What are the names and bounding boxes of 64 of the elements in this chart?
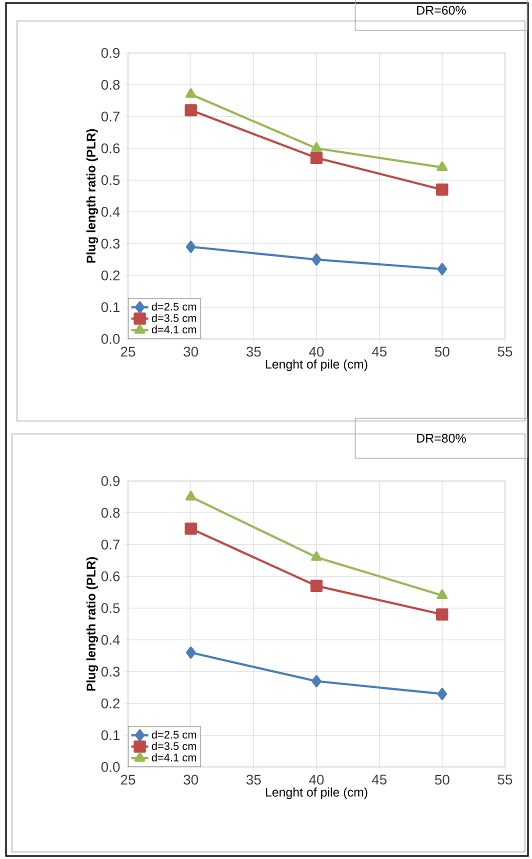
y-tick-label: 0.0 bbox=[101, 762, 120, 772]
chart-title: DR=80% bbox=[417, 434, 466, 443]
y-tick-label: 0.9 bbox=[101, 476, 120, 486]
y-tick-label: 0.8 bbox=[101, 508, 120, 518]
y-tick-label: 0.1 bbox=[101, 302, 120, 312]
point bbox=[184, 522, 197, 535]
y-tick-label: 0.2 bbox=[101, 698, 120, 708]
y-tick-label: 0.6 bbox=[101, 143, 120, 154]
x-tick-label: 30 bbox=[184, 774, 198, 785]
point bbox=[437, 688, 448, 700]
y-tick-label: 0.5 bbox=[101, 603, 120, 614]
x-tick-label: 45 bbox=[372, 346, 386, 356]
x-tick-label: 35 bbox=[246, 346, 261, 357]
x-tick-label: 35 bbox=[246, 774, 261, 785]
y-tick-label: 0.6 bbox=[101, 571, 120, 582]
point bbox=[185, 490, 196, 500]
x-tick-label: 25 bbox=[120, 346, 136, 357]
point bbox=[184, 104, 197, 116]
y-tick-label: 0.8 bbox=[101, 80, 120, 90]
point bbox=[310, 152, 323, 164]
x-tick-label: 40 bbox=[309, 774, 324, 785]
x-axis-title: Lenght of pile (cm) bbox=[266, 787, 368, 800]
x-tick-label: 55 bbox=[498, 346, 512, 356]
point bbox=[436, 608, 448, 621]
x-tick-label: 45 bbox=[372, 774, 386, 784]
y-tick-label: 0.0 bbox=[101, 334, 120, 344]
y-axis-title: Plug length ratio (PLR) bbox=[86, 557, 98, 691]
y-tick-label: 0.5 bbox=[101, 175, 120, 186]
point bbox=[311, 551, 322, 561]
y-tick-label: 0.4 bbox=[101, 634, 120, 645]
point bbox=[186, 646, 196, 659]
y-tick-label: 0.3 bbox=[101, 238, 120, 249]
x-tick-label: 40 bbox=[309, 346, 324, 357]
y-tick-label: 0.1 bbox=[101, 730, 120, 740]
point bbox=[310, 580, 323, 592]
y-tick-label: 0.7 bbox=[101, 540, 120, 550]
x-tick-label: 50 bbox=[434, 774, 450, 785]
legend-label: d=2.5 cm bbox=[152, 302, 196, 311]
point bbox=[436, 589, 448, 599]
legend-label: d=3.5 cm bbox=[152, 742, 196, 750]
point bbox=[311, 142, 322, 152]
legend-label: d=4.1 cm bbox=[152, 325, 196, 334]
point bbox=[436, 161, 448, 171]
x-tick-label: 55 bbox=[498, 774, 512, 784]
x-tick-label: 25 bbox=[120, 774, 136, 785]
y-tick-label: 0.9 bbox=[101, 48, 120, 58]
point bbox=[186, 240, 196, 253]
y-axis-title: Plug length ratio (PLR) bbox=[86, 129, 98, 263]
x-tick-label: 50 bbox=[434, 346, 450, 357]
legend-label: d=4.1 cm bbox=[152, 753, 196, 762]
y-tick-label: 0.7 bbox=[101, 112, 120, 122]
y-tick-label: 0.3 bbox=[101, 666, 120, 677]
x-axis-title: Lenght of pile (cm) bbox=[266, 359, 368, 372]
point bbox=[312, 675, 322, 688]
point bbox=[436, 184, 448, 196]
legend-label: d=3.5 cm bbox=[152, 314, 196, 322]
y-tick-label: 0.2 bbox=[101, 270, 120, 280]
x-tick-label: 30 bbox=[184, 346, 198, 357]
point bbox=[185, 88, 196, 98]
y-tick-label: 0.4 bbox=[101, 206, 120, 217]
point bbox=[437, 262, 448, 276]
point bbox=[312, 253, 322, 266]
legend-label: d=2.5 cm bbox=[152, 730, 196, 739]
chart-title: DR=60% bbox=[417, 6, 466, 15]
